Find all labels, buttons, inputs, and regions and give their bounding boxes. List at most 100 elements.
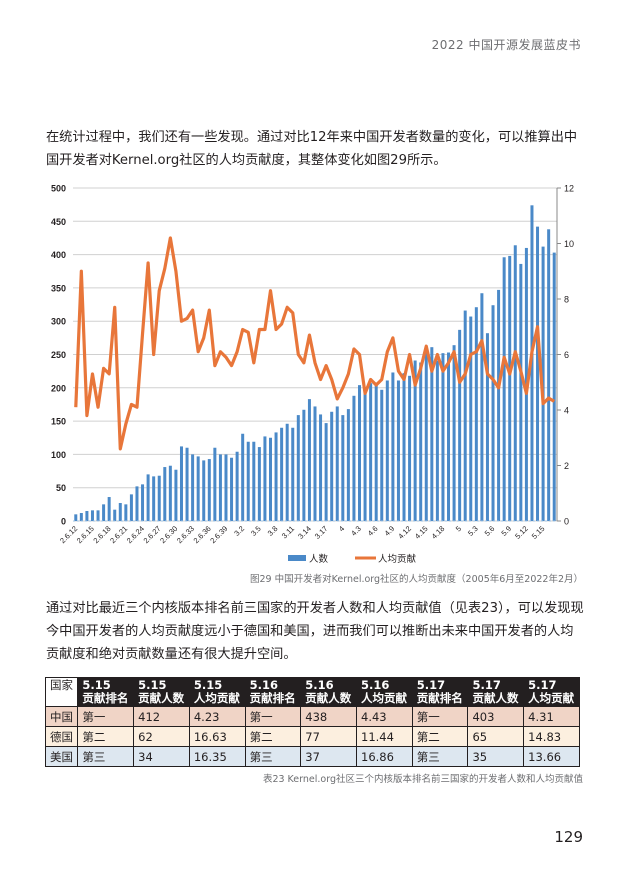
bar — [257, 447, 261, 521]
bar — [252, 441, 256, 521]
bar — [102, 504, 106, 521]
bar — [291, 427, 295, 521]
bar — [302, 409, 306, 521]
bar — [341, 415, 345, 521]
table-cell: 第三 — [244, 746, 302, 767]
left-axis-tick-label: 500 — [51, 184, 66, 194]
bar — [424, 349, 428, 521]
bar — [296, 415, 300, 521]
x-tick-label: 4.15 — [413, 524, 430, 541]
legend-label-people: 人数 — [309, 553, 329, 565]
bar — [246, 441, 250, 521]
left-axis-tick-label: 400 — [51, 250, 66, 260]
country-cell: 中国 — [44, 706, 79, 727]
table-cell: 35 — [467, 746, 525, 767]
bar — [474, 307, 478, 521]
column-header: 5.16 人均贡献 — [356, 677, 413, 707]
table-header-row: 国家 5.15 贡献排名 5.15 贡献人数 5.15 人均贡献 5.16 贡献排名 5.16 贡献… — [44, 677, 580, 707]
column-header: 国家 — [44, 677, 79, 707]
left-axis-tick-label: 0 — [61, 517, 66, 527]
bar — [513, 245, 517, 521]
right-axis-tick-label: 4 — [564, 406, 569, 416]
table-cell: 第二 — [77, 726, 135, 747]
bar — [547, 229, 551, 522]
bar — [96, 510, 100, 521]
legend-label-per-capita: 人均贡献 — [378, 553, 417, 565]
table-cell: 77 — [300, 726, 358, 747]
bar — [430, 347, 434, 521]
paragraph-intro: 在统计过程中，我们还有一些发现。通过对比12年来中国开发者数量的变化，可以推算出… — [46, 130, 578, 168]
column-header-line: 5.16 — [305, 678, 334, 692]
bar — [107, 497, 111, 521]
x-tick-label: 5.12 — [513, 524, 530, 541]
bar — [185, 447, 189, 521]
bar — [413, 360, 417, 521]
country-comparison-table: 国家 5.15 贡献排名 5.15 贡献人数 5.15 人均贡献 5.16 贡献排名 5.16 贡献… — [44, 677, 580, 767]
column-header-line: 5.17 — [528, 678, 557, 692]
column-header-line: 5.17 — [472, 678, 501, 692]
table-row: 中国 第一 412 4.23 第一 438 4.43 第一 403 4.31 — [44, 706, 580, 727]
bar — [319, 414, 323, 521]
bar — [263, 436, 267, 521]
bar — [441, 353, 445, 521]
column-header-line: 贡献人数 — [138, 691, 185, 705]
column-header: 5.16 贡献人数 — [300, 677, 358, 707]
bar — [374, 382, 378, 521]
bar — [146, 474, 150, 521]
table-cell: 16.35 — [188, 746, 246, 767]
bar — [402, 373, 406, 521]
bar — [463, 310, 467, 521]
bar — [502, 257, 506, 521]
bar — [508, 255, 512, 521]
table-cell: 4.43 — [356, 706, 413, 727]
bar — [74, 514, 78, 521]
bar — [157, 475, 161, 521]
bar — [152, 476, 156, 521]
bar — [191, 454, 195, 521]
bar — [129, 494, 133, 521]
bar — [458, 329, 462, 521]
x-tick-label: 4.3 — [349, 524, 363, 538]
column-header: 5.15 贡献人数 — [133, 677, 190, 707]
column-header-line: 5.15 — [138, 678, 167, 692]
column-header-line: 人均贡献 — [193, 691, 240, 705]
x-tick-label: 2.6.21 — [108, 524, 129, 545]
left-axis-tick-label: 350 — [51, 283, 66, 293]
table-cell: 16.63 — [188, 726, 246, 747]
table-cell: 37 — [300, 746, 358, 767]
legend-swatch-bar — [288, 555, 306, 561]
bar — [274, 432, 278, 521]
contribution-chart: 0 50 100 150 200 250 300 350 400 450 500 0 2 4 6 8 10 12 2… — [51, 184, 574, 566]
left-axis-tick-label: 450 — [51, 217, 66, 227]
x-tick-label: 2.6.36 — [192, 524, 213, 545]
bar — [447, 352, 451, 521]
bar — [285, 423, 289, 521]
table-cell: 13.66 — [523, 746, 580, 767]
bar — [124, 504, 128, 521]
bar — [218, 454, 222, 521]
column-header-line: 贡献人数 — [305, 691, 352, 705]
table-cell: 第一 — [244, 706, 302, 727]
bar — [485, 333, 489, 521]
column-header: 5.17 贡献人数 — [467, 677, 525, 707]
table-cell: 65 — [467, 726, 525, 747]
figure-caption: 图29 中国开发者对Kernel.org社区的人均贡献度（2005年6月至202… — [250, 574, 583, 585]
column-header-line: 贡献人数 — [472, 691, 519, 705]
column-header-line: 5.16 — [249, 678, 278, 692]
table-cell: 第三 — [411, 746, 469, 767]
bar — [480, 293, 484, 521]
left-axis-tick-label: 150 — [51, 417, 66, 427]
column-header-line: 贡献排名 — [416, 691, 463, 705]
bar — [79, 513, 83, 521]
bar — [241, 433, 245, 521]
x-tick-label: 2.6.27 — [142, 524, 163, 545]
running-header: 2022 中国开源发展蓝皮书 — [431, 38, 581, 52]
table-cell: 16.86 — [356, 746, 413, 767]
bar — [235, 451, 239, 521]
x-tick-label: 4.18 — [430, 524, 447, 541]
page-number: 129 — [554, 828, 583, 846]
column-header: 5.17 贡献排名 — [411, 677, 469, 707]
table-cell: 第二 — [411, 726, 469, 747]
bar — [396, 380, 400, 521]
bar — [85, 511, 89, 521]
